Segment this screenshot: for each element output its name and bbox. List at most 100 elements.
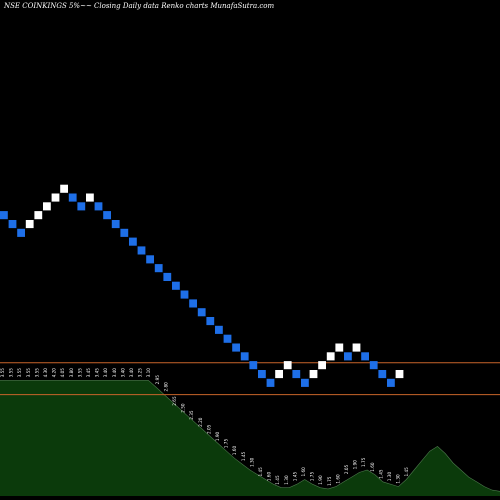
renko-brick-20: [163, 272, 172, 281]
volume-label-18: 3.10: [146, 368, 151, 378]
volume-label-43: 1.75: [361, 457, 366, 467]
volume-label-37: 1.75: [310, 472, 315, 482]
volume-label-24: 2.20: [198, 417, 203, 427]
renko-brick-9: [68, 193, 77, 202]
renko-brick-12: [94, 202, 103, 211]
volume-label-33: 1.45: [275, 475, 280, 485]
renko-brick-47: [395, 370, 404, 379]
renko-brick-27: [223, 334, 232, 343]
renko-brick-6: [43, 202, 51, 211]
volume-label-44: 1.60: [370, 462, 375, 472]
renko-brick-33: [275, 370, 283, 379]
renko-brick-45: [378, 370, 387, 379]
volume-label-6: 4.30: [43, 368, 48, 378]
renko-brick-43: [361, 352, 369, 361]
renko-brick-30: [249, 361, 258, 370]
renko-brick-36: [301, 378, 309, 387]
renko-brick-4: [25, 220, 34, 229]
volume-label-14: 3.40: [112, 368, 117, 378]
renko-brick-32: [266, 378, 275, 387]
renko-brick-1: [0, 211, 8, 220]
volume-label-3: 3.55: [17, 368, 22, 378]
volume-label-31: 1.45: [258, 467, 263, 477]
volume-label-36: 1.60: [301, 467, 306, 477]
renko-brick-13: [103, 211, 111, 220]
renko-brick-23: [189, 299, 197, 308]
volume-label-15: 3.40: [120, 368, 125, 378]
volume-label-48: 1.45: [404, 467, 409, 477]
volume-label-5: 3.55: [34, 368, 39, 378]
volume-label-7: 4.20: [52, 368, 57, 378]
renko-brick-18: [146, 255, 154, 264]
volume-label-46: 1.30: [387, 472, 392, 482]
volume-label-8: 4.05: [60, 368, 65, 378]
renko-brick-10: [77, 202, 86, 211]
volume-label-1: 3.55: [0, 368, 5, 378]
volume-label-17: 3.25: [138, 368, 143, 378]
renko-brick-41: [344, 352, 352, 361]
volume-label-34: 1.30: [284, 475, 289, 485]
renko-brick-14: [111, 220, 120, 229]
volume-label-30: 1.30: [249, 457, 254, 467]
volume-label-13: 3.40: [103, 368, 108, 378]
volume-label-27: 1.75: [224, 439, 229, 449]
renko-brick-17: [137, 246, 146, 255]
volume-label-25: 2.05: [206, 424, 211, 434]
volume-label-20: 2.80: [163, 382, 168, 392]
volume-label-22: 2.50: [181, 403, 186, 413]
renko-brick-42: [352, 343, 361, 352]
renko-brick-26: [215, 325, 223, 334]
chart-title: NSE COINKINGS 5%~~ Closing Daily data Re…: [4, 2, 275, 10]
renko-brick-19: [154, 264, 163, 273]
renko-brick-11: [86, 193, 94, 202]
renko-brick-8: [60, 184, 68, 193]
volume-label-10: 3.55: [77, 368, 82, 378]
volume-label-32: 1.60: [267, 472, 272, 482]
renko-brick-44: [369, 361, 378, 370]
volume-label-29: 1.45: [241, 451, 246, 461]
renko-brick-35: [292, 370, 301, 379]
renko-brick-22: [180, 290, 189, 299]
renko-brick-37: [309, 370, 318, 379]
volume-label-47: 1.30: [396, 474, 401, 484]
volume-label-38: 1.90: [318, 475, 323, 485]
renko-brick-7: [51, 193, 60, 202]
renko-brick-25: [206, 317, 215, 326]
renko-brick-5: [34, 211, 43, 220]
renko-brick-31: [258, 370, 266, 379]
volume-label-2: 3.55: [9, 368, 14, 378]
renko-brick-28: [232, 343, 240, 352]
renko-brick-16: [129, 237, 137, 246]
volume-label-35: 1.45: [292, 472, 297, 482]
renko-brick-46: [387, 378, 395, 387]
volume-label-42: 1.90: [353, 460, 358, 470]
volume-label-9: 3.80: [69, 368, 74, 378]
volume-label-41: 2.05: [344, 464, 349, 474]
volume-label-19: 2.95: [155, 375, 160, 385]
volume-label-12: 3.45: [95, 368, 100, 378]
volume-outline: [0, 380, 500, 492]
volume-label-40: 1.60: [335, 474, 340, 484]
volume-label-26: 1.90: [215, 431, 220, 441]
volume-label-11: 3.45: [86, 368, 91, 378]
renko-brick-2: [8, 220, 17, 229]
volume-label-45: 1.45: [378, 469, 383, 479]
volume-label-16: 3.40: [129, 368, 134, 378]
renko-brick-24: [197, 308, 206, 317]
renko-brick-3: [17, 228, 25, 237]
volume-label-23: 2.35: [189, 410, 194, 420]
renko-brick-39: [326, 352, 335, 361]
renko-brick-15: [120, 228, 129, 237]
renko-brick-29: [240, 352, 249, 361]
renko-brick-40: [335, 343, 344, 352]
volume-label-28: 1.60: [232, 446, 237, 456]
volume-label-4: 3.55: [26, 368, 31, 378]
renko-brick-34: [283, 361, 292, 370]
volume-area: [0, 380, 500, 496]
volume-label-21: 2.65: [172, 396, 177, 406]
volume-label-39: 1.75: [327, 476, 332, 486]
renko-brick-38: [318, 361, 326, 370]
renko-brick-21: [172, 281, 180, 290]
